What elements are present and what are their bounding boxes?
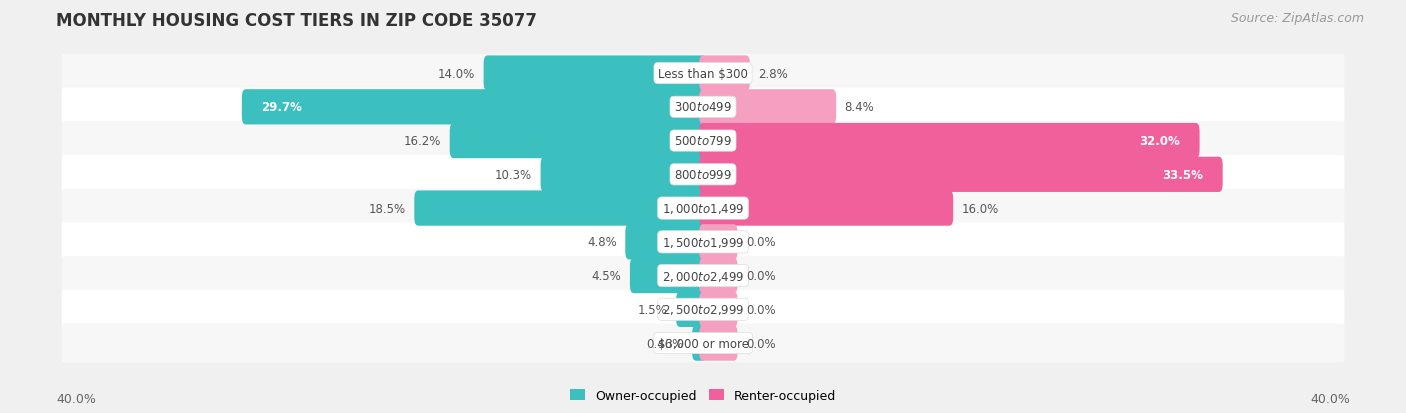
- FancyBboxPatch shape: [62, 324, 1344, 363]
- FancyBboxPatch shape: [62, 223, 1344, 261]
- FancyBboxPatch shape: [540, 157, 707, 192]
- FancyBboxPatch shape: [699, 56, 749, 92]
- Text: 32.0%: 32.0%: [1140, 135, 1181, 148]
- FancyBboxPatch shape: [699, 191, 953, 226]
- FancyBboxPatch shape: [699, 325, 738, 361]
- Text: 0.0%: 0.0%: [747, 337, 776, 350]
- Text: 0.46%: 0.46%: [647, 337, 683, 350]
- FancyBboxPatch shape: [62, 122, 1344, 161]
- Text: 10.3%: 10.3%: [495, 169, 531, 181]
- Text: 33.5%: 33.5%: [1163, 169, 1204, 181]
- Text: Less than $300: Less than $300: [658, 67, 748, 81]
- FancyBboxPatch shape: [415, 191, 707, 226]
- Text: $1,000 to $1,499: $1,000 to $1,499: [662, 202, 744, 216]
- Text: 14.0%: 14.0%: [437, 67, 475, 81]
- Text: $300 to $499: $300 to $499: [673, 101, 733, 114]
- Text: 16.0%: 16.0%: [962, 202, 998, 215]
- FancyBboxPatch shape: [62, 88, 1344, 127]
- Text: 0.0%: 0.0%: [747, 236, 776, 249]
- Legend: Owner-occupied, Renter-occupied: Owner-occupied, Renter-occupied: [565, 384, 841, 407]
- Text: $2,000 to $2,499: $2,000 to $2,499: [662, 269, 744, 283]
- Text: 29.7%: 29.7%: [262, 101, 302, 114]
- FancyBboxPatch shape: [242, 90, 707, 125]
- FancyBboxPatch shape: [699, 292, 738, 327]
- Text: $800 to $999: $800 to $999: [673, 169, 733, 181]
- Text: 0.0%: 0.0%: [747, 269, 776, 282]
- FancyBboxPatch shape: [630, 258, 707, 294]
- Text: $3,000 or more: $3,000 or more: [658, 337, 748, 350]
- Text: 1.5%: 1.5%: [638, 303, 668, 316]
- FancyBboxPatch shape: [62, 290, 1344, 329]
- Text: 4.8%: 4.8%: [588, 236, 617, 249]
- FancyBboxPatch shape: [62, 156, 1344, 194]
- Text: Source: ZipAtlas.com: Source: ZipAtlas.com: [1230, 12, 1364, 25]
- FancyBboxPatch shape: [62, 55, 1344, 93]
- FancyBboxPatch shape: [699, 90, 837, 125]
- FancyBboxPatch shape: [450, 123, 707, 159]
- Text: 16.2%: 16.2%: [404, 135, 441, 148]
- FancyBboxPatch shape: [626, 225, 707, 260]
- Text: 8.4%: 8.4%: [845, 101, 875, 114]
- Text: 40.0%: 40.0%: [1310, 392, 1350, 405]
- Text: $500 to $799: $500 to $799: [673, 135, 733, 148]
- Text: 18.5%: 18.5%: [368, 202, 406, 215]
- Text: $1,500 to $1,999: $1,500 to $1,999: [662, 235, 744, 249]
- Text: $2,500 to $2,999: $2,500 to $2,999: [662, 303, 744, 316]
- Text: MONTHLY HOUSING COST TIERS IN ZIP CODE 35077: MONTHLY HOUSING COST TIERS IN ZIP CODE 3…: [56, 12, 537, 30]
- Text: 40.0%: 40.0%: [56, 392, 96, 405]
- Text: 0.0%: 0.0%: [747, 303, 776, 316]
- FancyBboxPatch shape: [699, 123, 1199, 159]
- FancyBboxPatch shape: [676, 292, 707, 327]
- FancyBboxPatch shape: [692, 325, 707, 361]
- FancyBboxPatch shape: [699, 157, 1223, 192]
- Text: 2.8%: 2.8%: [758, 67, 789, 81]
- FancyBboxPatch shape: [62, 256, 1344, 295]
- FancyBboxPatch shape: [484, 56, 707, 92]
- FancyBboxPatch shape: [62, 189, 1344, 228]
- Text: 4.5%: 4.5%: [592, 269, 621, 282]
- FancyBboxPatch shape: [699, 225, 738, 260]
- FancyBboxPatch shape: [699, 258, 738, 294]
